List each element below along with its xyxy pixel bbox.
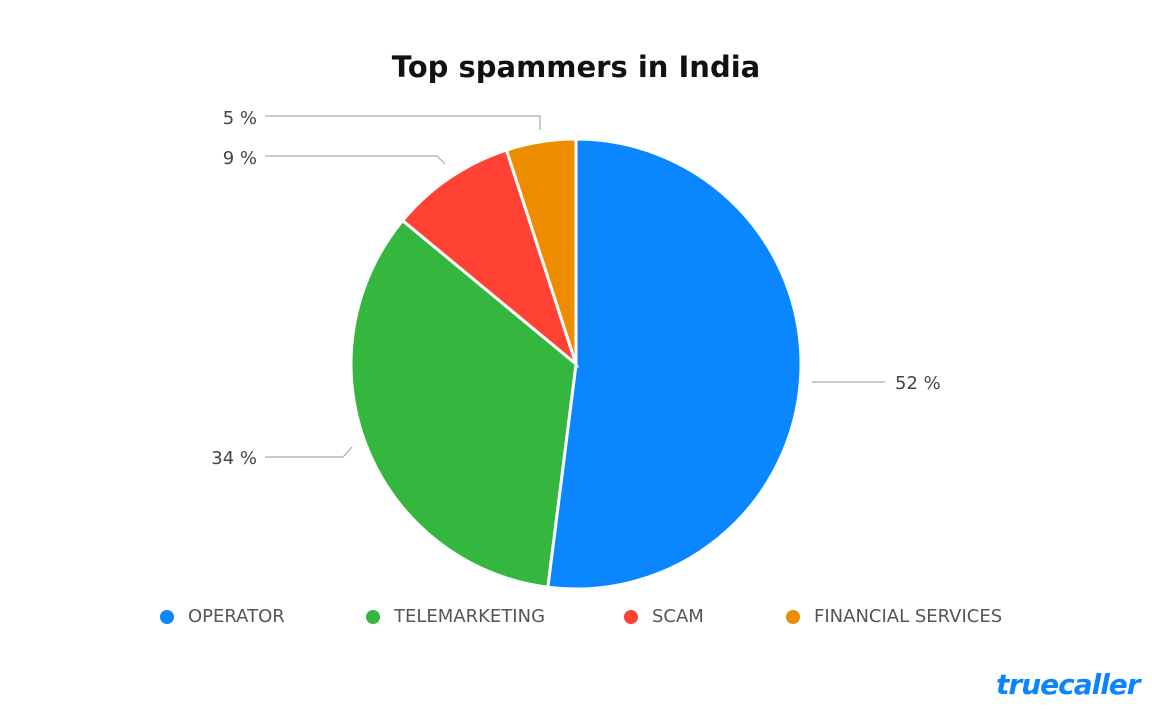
legend-label: FINANCIAL SERVICES — [814, 606, 1003, 627]
legend-item: TELEMARKETING — [366, 606, 545, 627]
pie-slice-scam — [400, 148, 580, 369]
leader-line — [265, 446, 353, 458]
legend-item: SCAM — [624, 606, 704, 627]
legend-marker — [624, 609, 638, 624]
data-label: 34 % — [211, 448, 257, 469]
legend-item: OPERATOR — [160, 606, 285, 627]
legend-label: TELEMARKETING — [394, 606, 546, 627]
data-label: 5 % — [223, 108, 257, 129]
pie-slice-financial-services — [504, 137, 578, 365]
legend-marker — [786, 609, 800, 624]
leader-line — [265, 155, 446, 165]
legend-label: SCAM — [652, 606, 704, 627]
pie-slice-telemarketing — [349, 218, 578, 589]
data-label: 52 % — [895, 373, 941, 394]
chart-title: Top spammers in India — [391, 50, 761, 84]
legend-label: OPERATOR — [188, 606, 285, 627]
legend-item: FINANCIAL SERVICES — [786, 606, 1002, 627]
data-label: 9 % — [223, 148, 257, 169]
leader-line — [265, 115, 541, 130]
legend-marker — [160, 609, 174, 624]
pie-slice-operator — [546, 137, 803, 591]
truecaller-logo: truecaller — [996, 668, 1141, 701]
legend-marker — [366, 609, 380, 624]
